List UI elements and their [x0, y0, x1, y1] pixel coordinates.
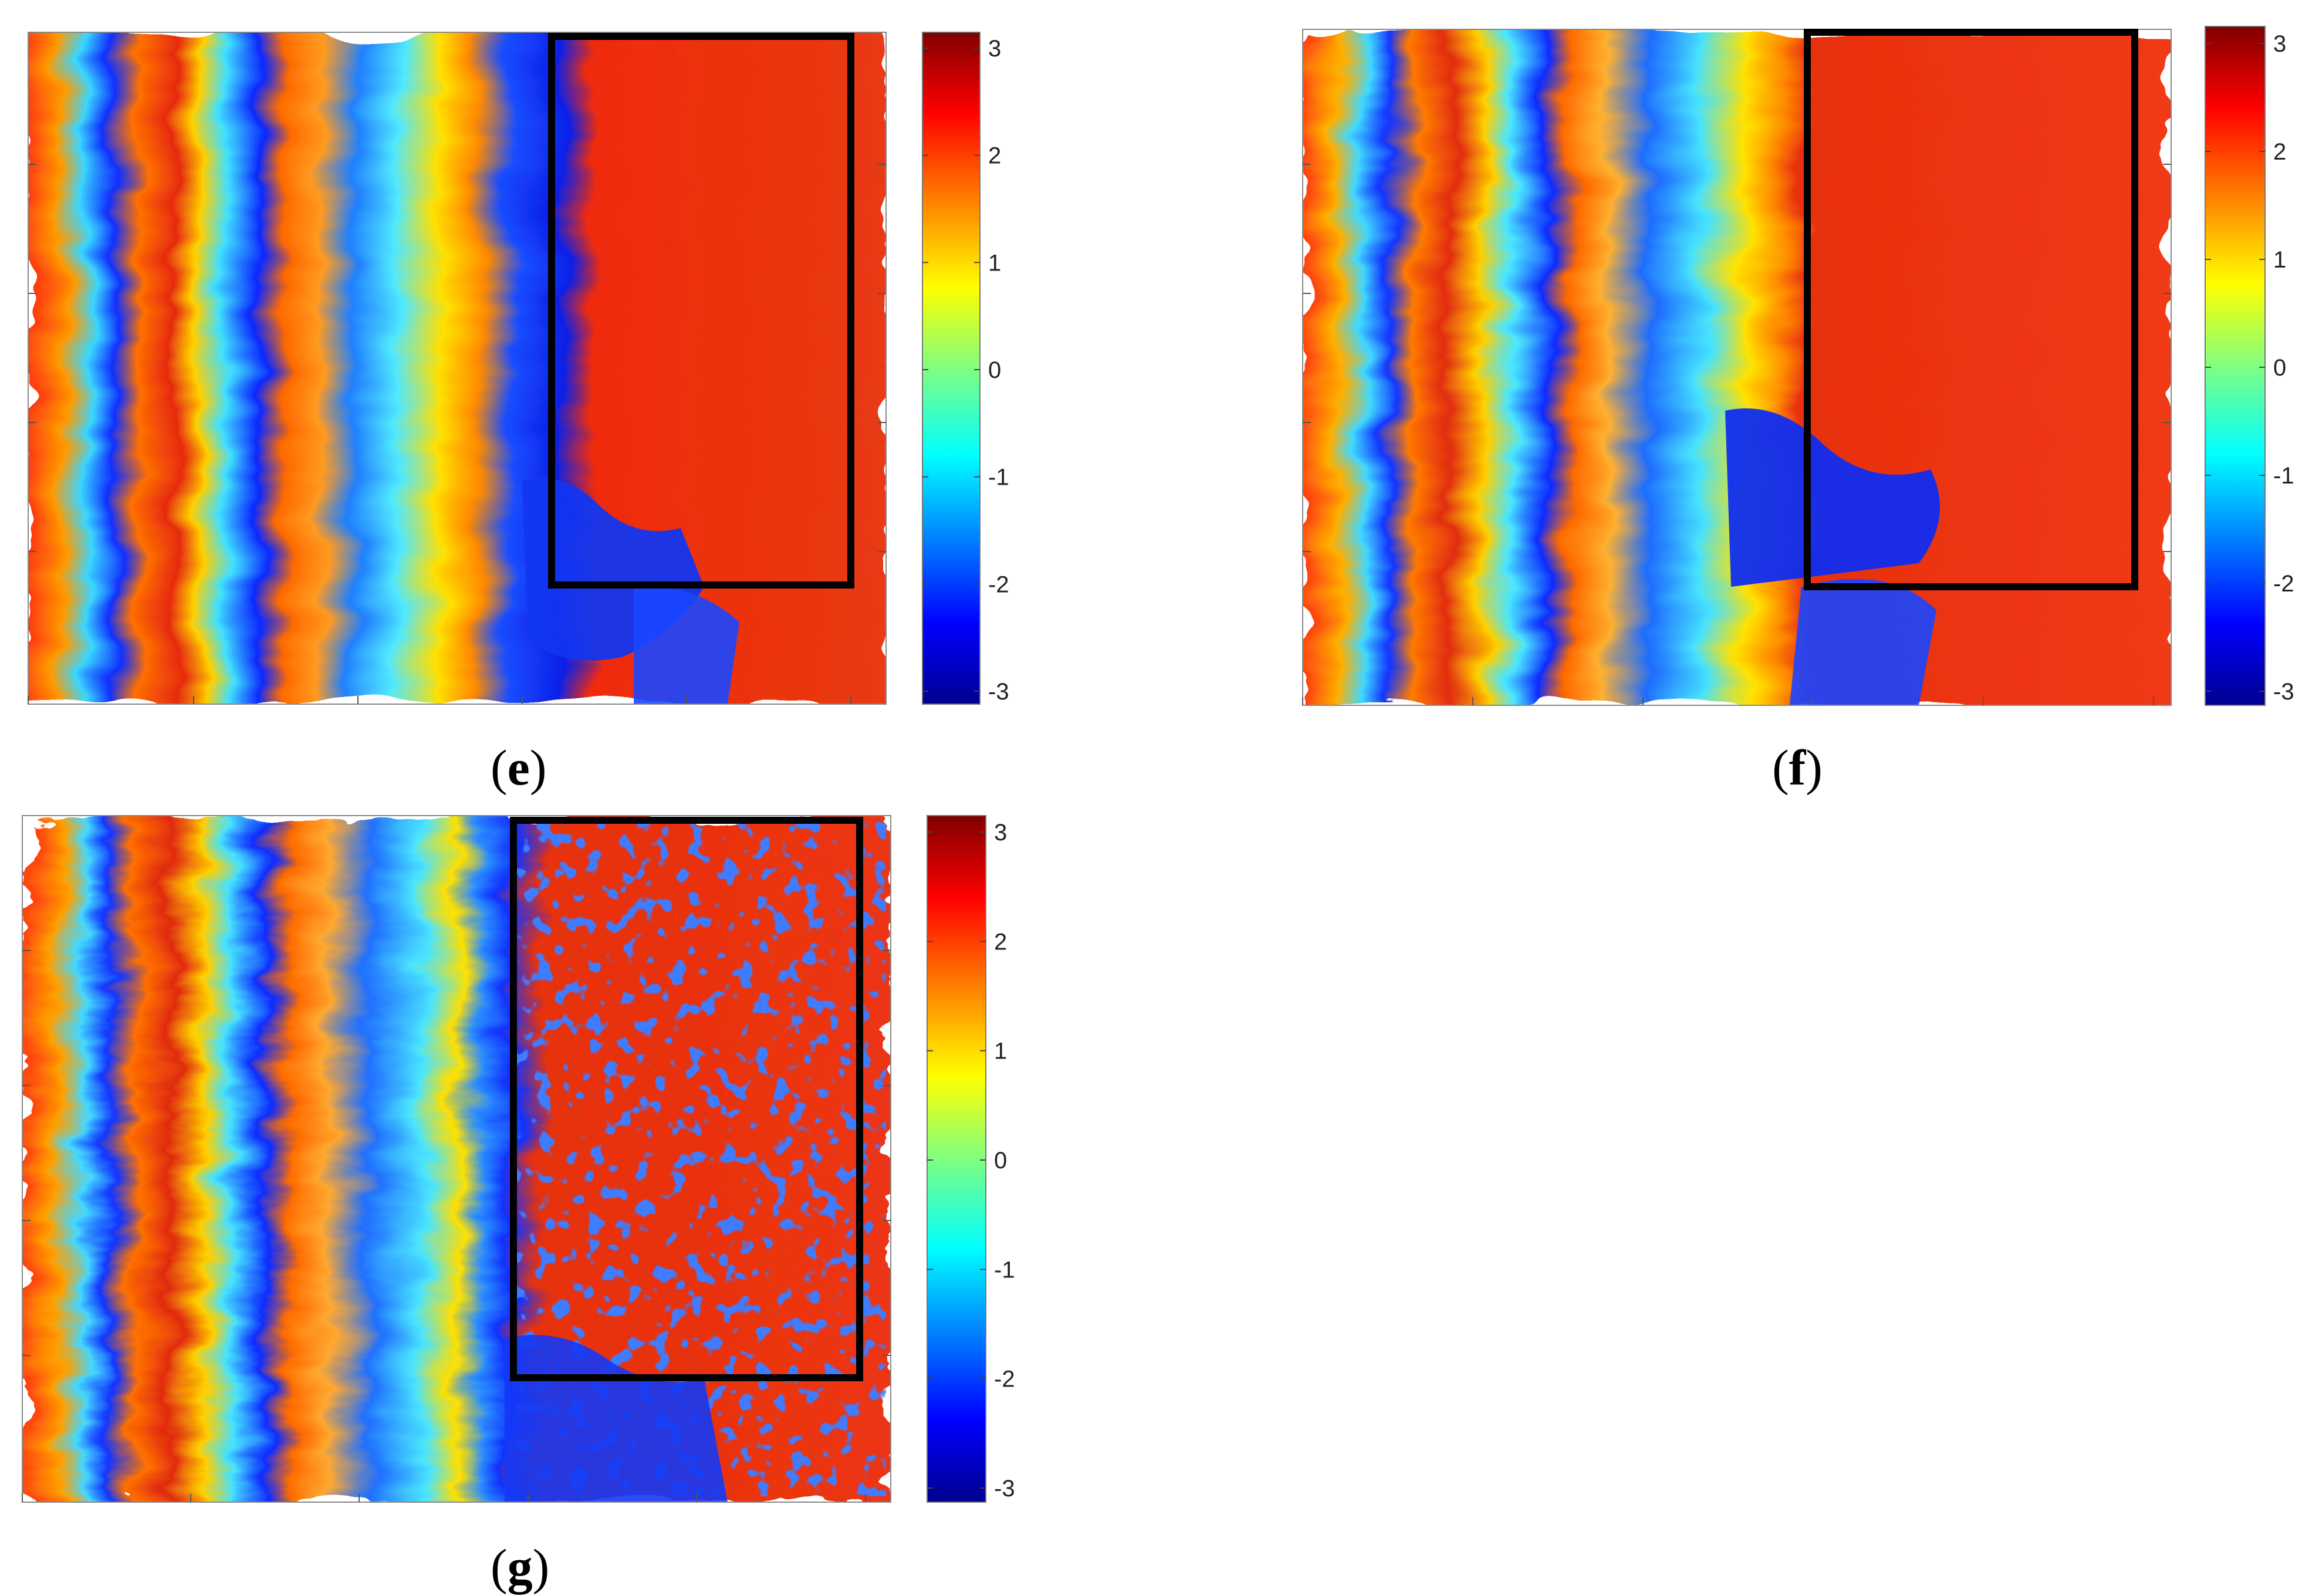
axis-ticks-e	[28, 164, 886, 704]
colorbar-tick-label: -2	[994, 1367, 1015, 1392]
colorbar-g: 3 2 1 0 -1 -2 -3	[927, 815, 1015, 1503]
region-box-f	[1804, 29, 2138, 590]
colorbar-tick-label: -1	[994, 1257, 1015, 1283]
phase-image-e	[28, 32, 887, 705]
colorbar-tick-label: 0	[994, 1148, 1007, 1174]
colorbar-tick-label: 2	[994, 929, 1007, 955]
colorbar-tick-label: 3	[988, 36, 1001, 62]
panel-caption-e: (e)	[491, 739, 547, 796]
colorbar-e: 3 2 1 0 -1 -2 -3	[922, 32, 1009, 705]
region-box-g	[510, 817, 863, 1381]
colorbar-tick-label: 2	[2273, 139, 2286, 165]
colorbar-tick-label: -2	[988, 572, 1009, 597]
axis-ticks-f	[1302, 164, 2171, 705]
panel-g-graphic: 3 2 1 0 -1 -2 -3	[22, 815, 1015, 1503]
colorbar-tick-label: -3	[2273, 679, 2294, 705]
colorbar-tick-label: 0	[2273, 355, 2286, 381]
phase-image-g	[22, 815, 891, 1503]
colorbar-tick-label: -3	[988, 679, 1009, 705]
colorbar-tick-label: 2	[988, 143, 1001, 169]
panel-f-graphic: 3 2 1 0 -1 -2 -3	[1302, 26, 2294, 706]
phase-image-f	[1302, 29, 2172, 706]
colorbar-f: 3 2 1 0 -1 -2 -3	[2205, 26, 2294, 706]
colorbar-tick-label: 3	[994, 820, 1007, 846]
region-box-e	[548, 33, 854, 589]
axis-ticks-g	[22, 950, 891, 1502]
panel-g: 3 2 1 0 -1 -2 -3 (g)	[0, 798, 1056, 1595]
colorbar-tick-label: -1	[2273, 463, 2294, 489]
colorbar-tick-label: -3	[994, 1476, 1015, 1502]
panel-caption-f: (f)	[1772, 739, 1823, 796]
panel-caption-g: (g)	[491, 1538, 550, 1595]
panel-e-graphic: 3 2 1 0 -1 -2 -3	[28, 32, 1009, 705]
colorbar-tick-label: -1	[988, 465, 1009, 491]
colorbar-tick-label: -2	[2273, 571, 2294, 597]
colorbar-tick-label: 0	[988, 357, 1001, 383]
colorbar-tick-label: 1	[2273, 247, 2286, 273]
colorbar-tick-label: 1	[988, 250, 1001, 276]
panel-e: 3 2 1 0 -1 -2 -3 (e)	[0, 0, 1056, 796]
panel-f: 3 2 1 0 -1 -2 -3 (f)	[1273, 0, 2318, 796]
colorbar-tick-label: 3	[2273, 31, 2286, 57]
colorbar-tick-label: 1	[994, 1039, 1007, 1064]
